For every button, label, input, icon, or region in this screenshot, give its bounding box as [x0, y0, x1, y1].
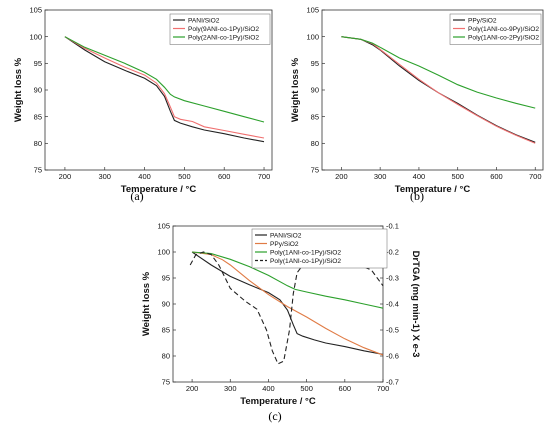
x-tick-label: 600 — [218, 172, 231, 181]
y-tick-label: 85 — [311, 112, 319, 121]
series-line-2 — [192, 251, 384, 356]
x-tick-label: 700 — [529, 172, 542, 181]
series-line-3 — [341, 36, 536, 109]
legend-entry: PANI/SiO2 — [188, 17, 220, 24]
series-line-1 — [341, 36, 536, 143]
y-tick-label: 95 — [162, 274, 170, 283]
y2-axis-label: DrTGA (mg min-1) X e-3 — [410, 251, 421, 358]
legend-entry: Poly(1ANI-co-1Py)/SiO2 — [270, 258, 341, 265]
y-tick-label: 95 — [311, 59, 319, 68]
series-line-1 — [64, 36, 265, 143]
legend-entry: PPy/SiO2 — [468, 17, 497, 24]
y-axis-label: Weight loss % — [13, 57, 24, 122]
y-tick-label: 95 — [34, 59, 42, 68]
x-tick-label: 200 — [186, 384, 199, 393]
x-tick-label: 500 — [300, 384, 313, 393]
x-tick-label: 500 — [178, 172, 191, 181]
y2-tick-label: -0.4 — [386, 300, 399, 309]
legend-entry: Poly(1ANI-co-2Py)/SiO2 — [468, 34, 539, 41]
y-tick-label: 105 — [157, 222, 170, 231]
y-tick-label: 85 — [162, 326, 170, 335]
chart-panel-c: 200 300 400 500 600 700 75 80 85 90 95 100 105 -0.7 -0… — [141, 222, 421, 423]
y-tick-label: 80 — [34, 139, 42, 148]
y2-tick-label: -0.5 — [386, 326, 399, 335]
y2-tick-label: -0.3 — [386, 274, 399, 283]
x-tick-label: 200 — [335, 172, 348, 181]
y-tick-label: 90 — [311, 86, 319, 95]
y-tick-label: 105 — [29, 6, 42, 15]
y-tick-label: 100 — [29, 32, 42, 41]
x-axis-label: Temperature / °C — [240, 396, 316, 407]
legend-box — [169, 13, 271, 45]
x-tick-label: 400 — [138, 172, 151, 181]
x-tick-label: 300 — [224, 384, 237, 393]
chart-panel-b: 200 300 400 500 600 700 75 80 85 90 95 100 105 Temper… — [290, 6, 544, 203]
series-line-3 — [192, 251, 384, 309]
y-tick-label: 75 — [34, 166, 42, 175]
x-tick-label: 400 — [413, 172, 426, 181]
legend-entry: Poly(2ANI-co-1Py)/SiO2 — [188, 34, 259, 41]
legend-box — [449, 13, 542, 45]
legend-entry: PANI/SiO2 — [270, 232, 302, 239]
panel-caption: (c) — [268, 409, 281, 423]
series-line-2 — [341, 36, 536, 144]
y-tick-label: 100 — [157, 248, 170, 257]
x-tick-label: 600 — [339, 384, 352, 393]
y2-tick-label: -0.6 — [386, 352, 399, 361]
x-tick-label: 400 — [262, 384, 275, 393]
y-tick-label: 85 — [34, 112, 42, 121]
x-tick-label: 200 — [59, 172, 72, 181]
x-axis-label: Temperature / °C — [395, 184, 471, 195]
legend-entry: Poly(1ANI-co-1Py)/SiO2 — [270, 249, 341, 256]
y-tick-label: 80 — [162, 352, 170, 361]
x-tick-label: 300 — [98, 172, 111, 181]
y2-tick-label: -0.7 — [386, 378, 399, 387]
legend-entry: Poly(1ANI-co-9Py)/SiO2 — [468, 26, 539, 33]
legend-box — [251, 228, 388, 269]
series-line-2 — [64, 36, 265, 139]
y-tick-label: 90 — [162, 300, 170, 309]
x-tick-label: 700 — [258, 172, 271, 181]
y-axis-label: Weight loss % — [141, 271, 152, 336]
panel-caption: (a) — [130, 189, 143, 203]
x-tick-label: 700 — [377, 384, 390, 393]
y2-tick-label: -0.2 — [386, 248, 399, 257]
y-tick-label: 105 — [306, 6, 319, 15]
legend-entry: PPy/SiO2 — [270, 241, 299, 248]
x-tick-label: 300 — [374, 172, 387, 181]
x-axis-label: Temperature / °C — [121, 184, 197, 195]
y-tick-label: 100 — [306, 32, 319, 41]
y-tick-label: 75 — [311, 166, 319, 175]
y2-tick-label: -0.1 — [386, 222, 399, 231]
series-line-3 — [64, 36, 265, 123]
chart-panel-a: 200 300 400 500 600 700 75 80 85 90 95 100 105 Temper… — [13, 6, 273, 203]
legend-entry: Poly(9ANI-co-1Py)/SiO2 — [188, 26, 259, 33]
x-tick-label: 500 — [451, 172, 464, 181]
panel-caption: (b) — [410, 189, 424, 203]
x-tick-label: 600 — [490, 172, 503, 181]
y-tick-label: 75 — [162, 378, 170, 387]
y-axis-label: Weight loss % — [290, 57, 301, 122]
series-line-4 — [189, 251, 384, 365]
y-tick-label: 80 — [311, 139, 319, 148]
y-tick-label: 90 — [34, 86, 42, 95]
series-line-1 — [191, 251, 384, 355]
